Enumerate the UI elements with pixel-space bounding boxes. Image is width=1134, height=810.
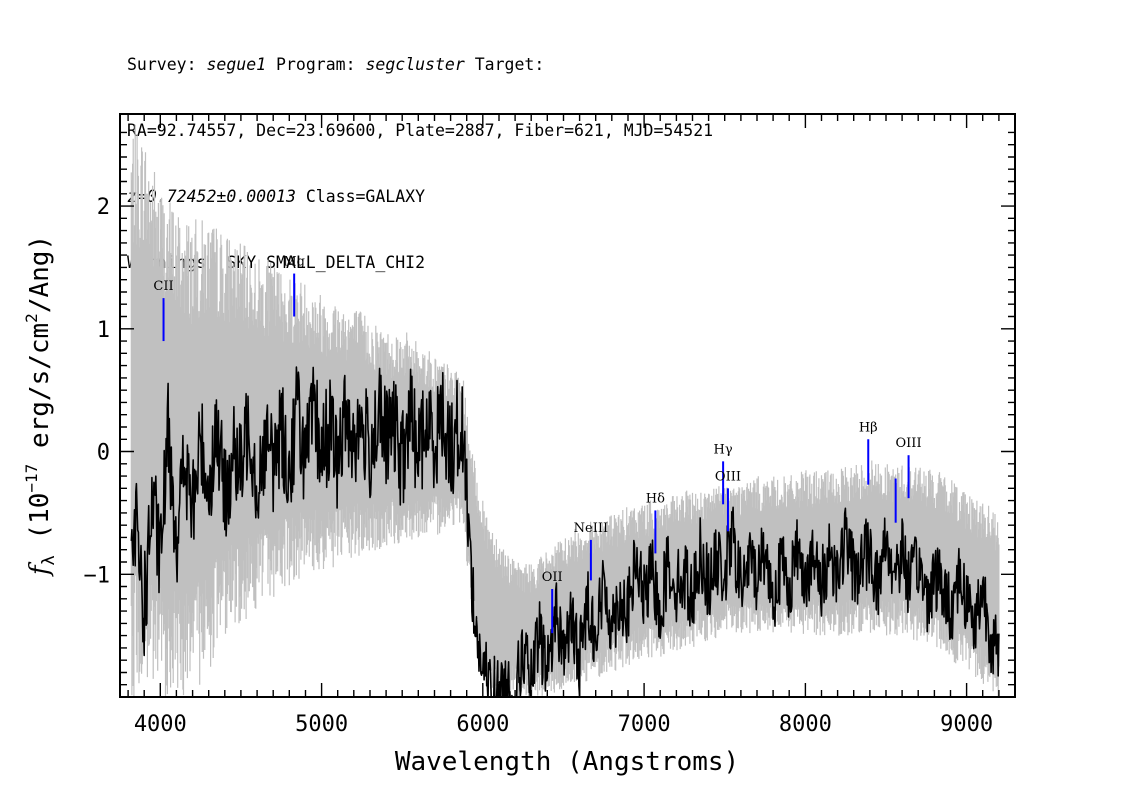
header-line-3: z=0.72452±0.00013 Class=GALAXY — [127, 186, 713, 208]
spectral-line-label-7: Hβ — [859, 420, 878, 435]
x-tick-label-7000: 7000 — [618, 712, 671, 737]
spectral-line-markers: CII Mg OII NeIII Hδ Hγ OIII Hβ OIII — [153, 255, 922, 634]
spectral-line-label-0: CII — [153, 279, 173, 294]
x-axis-title: Wavelength (Angstroms) — [395, 747, 739, 777]
spectral-line-label-2: OII — [542, 570, 563, 585]
error-band-strokes — [130, 124, 1000, 697]
spectral-line-label-9: OIII — [896, 436, 922, 451]
axis-ticks — [120, 114, 1015, 697]
x-tick-label-5000: 5000 — [295, 712, 348, 737]
redshift-value: z=0.72452±0.00013 — [127, 187, 296, 206]
x-tick-label-8000: 8000 — [779, 712, 832, 737]
class-value: Class=GALAXY — [305, 187, 426, 206]
spectral-line-label-5: Hγ — [714, 442, 733, 457]
x-tick-labels: 4000 5000 6000 7000 8000 9000 — [134, 712, 993, 737]
y-tick-labels: −1 0 1 2 — [84, 195, 111, 588]
x-tick-label-4000: 4000 — [134, 712, 187, 737]
plot-frame — [119, 113, 1016, 698]
x-tick-label-9000: 9000 — [940, 712, 993, 737]
header-coords: RA=92.74557, Dec=23.69600, Plate=2887, F… — [127, 121, 714, 140]
spectral-line-label-1: Mg — [283, 255, 305, 270]
survey-label: Survey: — [127, 55, 197, 74]
y-tick-label-2: 2 — [97, 195, 110, 220]
target-label: Target: — [474, 55, 545, 74]
y-tick-label-1: 1 — [97, 318, 110, 343]
spectral-line-label-3: NeIII — [574, 521, 608, 536]
flux-line — [130, 366, 1000, 697]
flux-series — [130, 366, 1000, 697]
survey-value: segue1 — [206, 55, 267, 74]
tick-marks — [120, 114, 1015, 697]
program-value: segcluster — [365, 55, 465, 74]
program-label: Program: — [276, 55, 356, 74]
spectral-line-label-4: Hδ — [646, 491, 665, 506]
spectral-line-label-6: OIII — [715, 469, 741, 484]
y-tick-label-0: 0 — [97, 441, 110, 466]
x-tick-label-6000: 6000 — [456, 712, 509, 737]
header-line-1: Survey: segue1 Program: segcluster Targe… — [127, 54, 713, 76]
y-tick-label--1: −1 — [84, 563, 111, 588]
error-band — [130, 124, 1000, 697]
y-axis-title: fλ (10−17 erg/s/cm2/Ang) — [22, 235, 59, 577]
